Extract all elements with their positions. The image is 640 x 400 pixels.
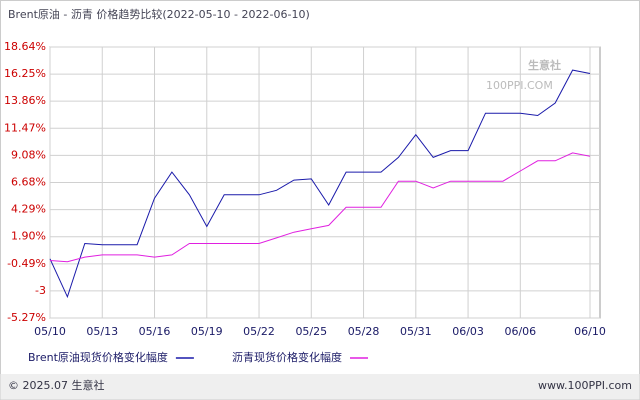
x-tick-label: 06/10 [574, 325, 606, 338]
x-tick-label: 05/25 [295, 325, 327, 338]
line-series [49, 152, 591, 263]
x-tick-label: 06/06 [504, 325, 536, 338]
y-tick-label: 6.68% [11, 176, 46, 189]
y-tick-label: -3 [35, 284, 46, 297]
x-tick-label: 05/13 [86, 325, 118, 338]
y-tick-label: 13.86% [4, 94, 46, 107]
y-tick-label: -5.27% [7, 311, 46, 324]
x-tick-label: 05/22 [243, 325, 275, 338]
legend-label: 沥青现货价格变化幅度 [232, 350, 342, 364]
x-tick-label: 05/28 [348, 325, 380, 338]
x-tick-label: 05/16 [139, 325, 171, 338]
y-tick-label: 18.64% [4, 40, 46, 53]
line-series [49, 69, 591, 299]
y-tick-label: 9.08% [11, 148, 46, 161]
watermark: 生意社 [528, 58, 561, 72]
x-tick-label: 05/19 [191, 325, 223, 338]
legend-label: Brent原油现货价格变化幅度 [28, 350, 168, 364]
y-tick-label: 1.90% [11, 230, 46, 243]
footer-site: www.100PPI.com [538, 379, 632, 392]
y-tick-label: 4.29% [11, 203, 46, 216]
chart-title: Brent原油 - 沥青 价格趋势比较(2022-05-10 - 2022-06… [8, 7, 310, 21]
footer-copyright: © 2025.07 生意社 [8, 378, 104, 392]
footer-band [0, 374, 640, 400]
x-tick-label: 06/03 [452, 325, 484, 338]
y-tick-label: 16.25% [4, 67, 46, 80]
watermark-site: 100PPI.COM [486, 79, 553, 92]
y-tick-label: -0.49% [7, 257, 46, 270]
x-tick-label: 05/10 [34, 325, 66, 338]
x-tick-label: 05/31 [400, 325, 432, 338]
y-tick-label: 11.47% [4, 121, 46, 134]
